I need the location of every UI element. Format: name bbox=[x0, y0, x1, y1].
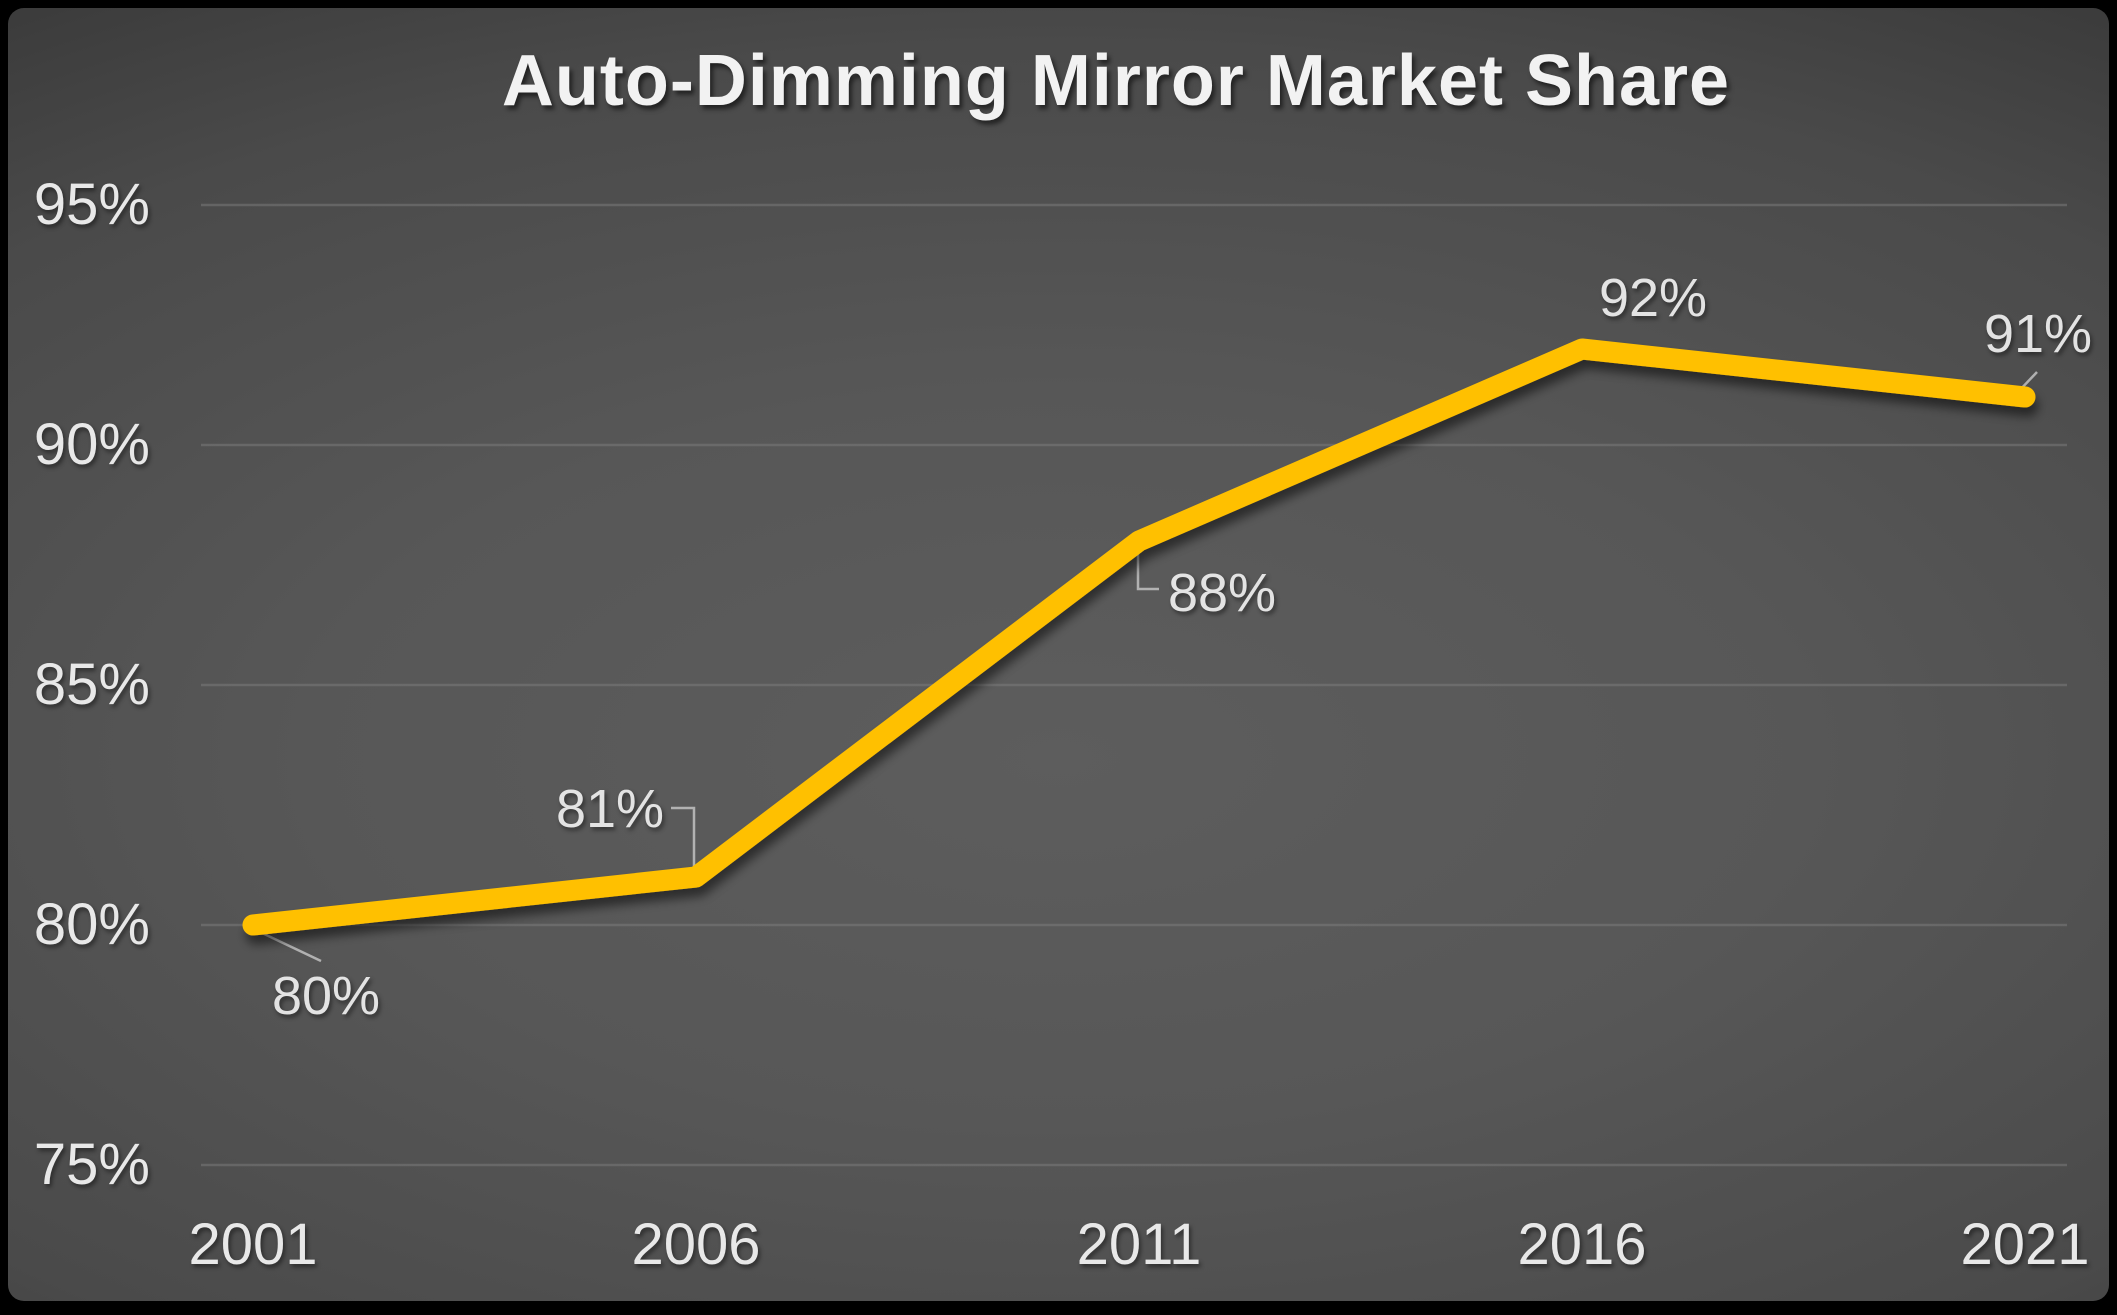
y-axis-tick-label: 85% bbox=[33, 652, 150, 717]
y-axis-tick-label: 75% bbox=[33, 1132, 150, 1197]
data-point-label: 80% bbox=[271, 966, 381, 1026]
y-axis-tick-label: 95% bbox=[33, 172, 150, 237]
data-point-label: 92% bbox=[1598, 268, 1708, 328]
x-axis-category-label: 2016 bbox=[1517, 1212, 1647, 1277]
data-point-label: 91% bbox=[1983, 304, 2093, 364]
y-axis-tick-label: 80% bbox=[33, 892, 150, 957]
x-axis-category-label: 2021 bbox=[1960, 1212, 2090, 1277]
data-point-label: 81% bbox=[555, 779, 665, 839]
x-axis-category-label: 2001 bbox=[188, 1212, 318, 1277]
chart-title: Auto-Dimming Mirror Market Share bbox=[501, 41, 1731, 121]
x-axis-category-label: 2011 bbox=[1076, 1212, 1202, 1277]
x-axis-category-label: 2006 bbox=[631, 1212, 761, 1277]
chart-background: Auto-Dimming Mirror Market Share 95% 90% 8… bbox=[8, 8, 2109, 1301]
labels-layer: Auto-Dimming Mirror Market Share 95% 90% 8… bbox=[8, 8, 2117, 1315]
data-point-label: 88% bbox=[1167, 563, 1277, 623]
y-axis-tick-label: 90% bbox=[33, 412, 150, 477]
